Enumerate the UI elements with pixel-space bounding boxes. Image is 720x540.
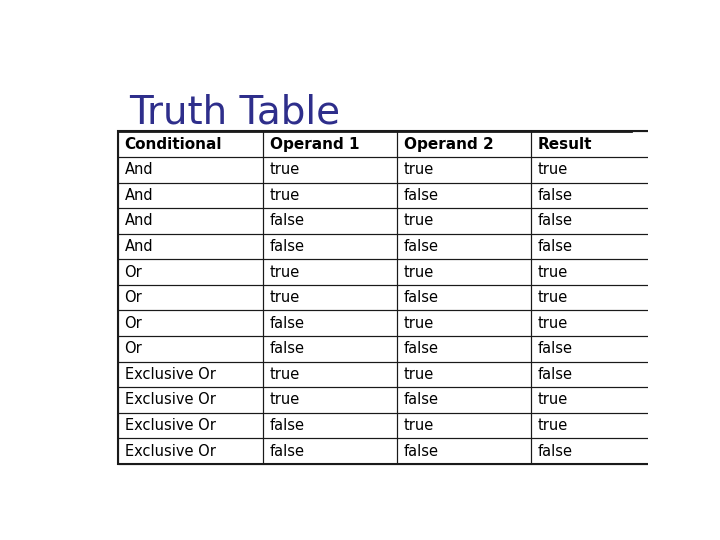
Text: true: true [404, 418, 434, 433]
Text: Conditional: Conditional [125, 137, 222, 152]
Text: And: And [125, 213, 153, 228]
Text: true: true [270, 265, 300, 280]
Text: false: false [404, 239, 438, 254]
Text: false: false [270, 418, 305, 433]
Text: Exclusive Or: Exclusive Or [125, 367, 215, 382]
Text: And: And [125, 239, 153, 254]
Text: true: true [404, 367, 434, 382]
Text: false: false [270, 444, 305, 458]
Text: false: false [538, 341, 572, 356]
Text: true: true [270, 290, 300, 305]
Text: true: true [404, 213, 434, 228]
Text: Exclusive Or: Exclusive Or [125, 444, 215, 458]
Text: true: true [538, 162, 568, 177]
Text: true: true [270, 188, 300, 203]
Text: Or: Or [125, 316, 143, 330]
Text: false: false [270, 316, 305, 330]
Text: true: true [404, 316, 434, 330]
Text: false: false [404, 444, 438, 458]
Text: false: false [270, 213, 305, 228]
Text: false: false [538, 213, 572, 228]
Text: Or: Or [125, 290, 143, 305]
Text: true: true [270, 393, 300, 408]
Text: Truth Table: Truth Table [129, 94, 340, 132]
Text: true: true [538, 418, 568, 433]
Text: true: true [538, 265, 568, 280]
Text: false: false [404, 393, 438, 408]
Text: Operand 2: Operand 2 [404, 137, 493, 152]
Text: false: false [404, 188, 438, 203]
Text: true: true [404, 162, 434, 177]
Text: false: false [270, 341, 305, 356]
Text: false: false [538, 367, 572, 382]
Text: false: false [538, 239, 572, 254]
Text: Result: Result [538, 137, 592, 152]
Text: Operand 1: Operand 1 [270, 137, 359, 152]
Text: Or: Or [125, 265, 143, 280]
Text: true: true [538, 316, 568, 330]
Text: true: true [270, 162, 300, 177]
Text: true: true [538, 290, 568, 305]
Text: false: false [538, 444, 572, 458]
Text: Or: Or [125, 341, 143, 356]
Text: true: true [538, 393, 568, 408]
Text: true: true [404, 265, 434, 280]
Text: false: false [404, 341, 438, 356]
Text: And: And [125, 188, 153, 203]
Text: And: And [125, 162, 153, 177]
Text: Exclusive Or: Exclusive Or [125, 418, 215, 433]
Text: true: true [270, 367, 300, 382]
Text: false: false [538, 188, 572, 203]
Text: false: false [270, 239, 305, 254]
Text: Exclusive Or: Exclusive Or [125, 393, 215, 408]
Text: false: false [404, 290, 438, 305]
